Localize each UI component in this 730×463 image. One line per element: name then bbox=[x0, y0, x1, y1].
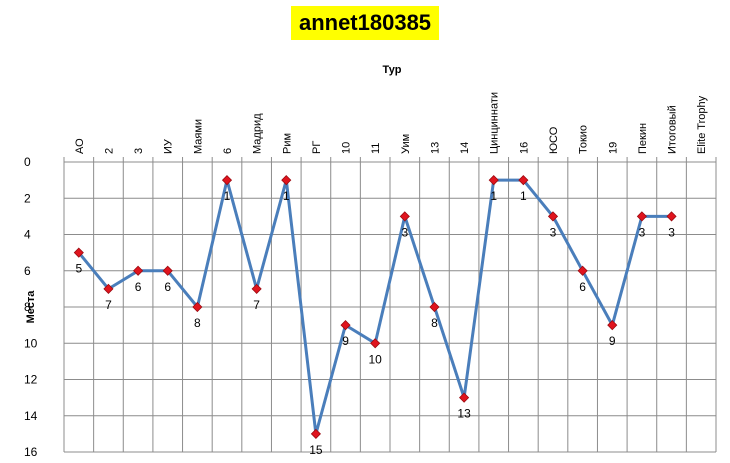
data-label: 5 bbox=[75, 262, 82, 276]
data-point bbox=[666, 211, 677, 222]
data-point bbox=[636, 211, 647, 222]
data-point bbox=[459, 392, 470, 403]
x-tick-label: 19 bbox=[607, 142, 619, 154]
x-tick-label: Маями bbox=[192, 119, 204, 154]
y-tick-label: 14 bbox=[24, 409, 38, 423]
x-tick-label: 14 bbox=[459, 142, 471, 154]
x-tick-label: Рим bbox=[281, 133, 293, 154]
data-label: 8 bbox=[431, 316, 438, 330]
data-label: 3 bbox=[550, 225, 557, 239]
y-tick-label: 4 bbox=[24, 228, 31, 242]
y-axis-label: Места bbox=[25, 290, 37, 324]
data-label: 8 bbox=[194, 316, 201, 330]
x-tick-label: 10 bbox=[341, 142, 353, 154]
data-label: 3 bbox=[668, 225, 675, 239]
data-point bbox=[547, 211, 559, 222]
x-tick-label: РГ bbox=[311, 141, 323, 154]
x-tick-label: АО bbox=[74, 138, 86, 154]
x-tick-label: Итоговый bbox=[667, 105, 679, 154]
x-tick-label: 2 bbox=[103, 148, 115, 154]
data-label: 6 bbox=[135, 280, 142, 294]
data-point bbox=[429, 301, 440, 313]
data-label: 13 bbox=[457, 407, 471, 421]
data-point bbox=[103, 283, 114, 294]
data-label: 3 bbox=[401, 225, 408, 239]
data-point bbox=[340, 320, 351, 331]
x-tick-labels: АО 2 3 ИУ Маями 6 Мадрид Рим РГ 10 11 Уим 13 14 Цинцин… bbox=[74, 92, 708, 154]
data-label: 1 bbox=[490, 189, 497, 203]
x-tick-label: 13 bbox=[429, 142, 441, 154]
x-tick-label: Токио bbox=[578, 125, 590, 154]
data-point bbox=[133, 265, 144, 276]
data-point bbox=[73, 247, 84, 258]
data-point bbox=[281, 175, 292, 186]
y-tick-labels: 0 2 4 6 8 10 12 14 16 bbox=[24, 155, 38, 459]
data-label: 9 bbox=[342, 334, 349, 348]
data-label: 1 bbox=[283, 189, 290, 203]
y-tick-label: 12 bbox=[24, 373, 38, 387]
x-tick-label: 11 bbox=[370, 143, 382, 154]
data-label: 6 bbox=[164, 280, 171, 294]
data-point bbox=[518, 175, 529, 186]
data-point bbox=[192, 301, 203, 313]
data-label: 3 bbox=[639, 225, 646, 239]
x-tick-label: Уим bbox=[400, 134, 412, 154]
x-tick-label: Мадрид bbox=[252, 113, 264, 154]
y-tick-label: 0 bbox=[24, 155, 31, 169]
data-point bbox=[399, 211, 410, 222]
data-point bbox=[577, 265, 588, 276]
x-tick-label: ЮСО bbox=[548, 126, 560, 154]
y-tick-label: 8 bbox=[24, 300, 31, 314]
x-tick-label: Elite Trophy bbox=[696, 95, 708, 154]
data-point bbox=[370, 338, 381, 349]
y-tick-label: 2 bbox=[24, 191, 31, 205]
chart-title: annet180385 bbox=[291, 6, 439, 40]
data-point bbox=[488, 175, 499, 186]
data-point bbox=[162, 265, 173, 276]
data-point bbox=[221, 175, 233, 186]
data-label: 6 bbox=[579, 280, 586, 294]
x-tick-label: Цинциннати bbox=[489, 92, 501, 154]
data-label: 1 bbox=[224, 189, 231, 203]
data-point bbox=[310, 428, 321, 439]
x-tick-label: 16 bbox=[518, 142, 530, 154]
x-tick-label: 6 bbox=[222, 148, 234, 154]
data-point bbox=[251, 283, 262, 294]
data-label: 1 bbox=[520, 189, 527, 203]
data-label: 7 bbox=[105, 298, 112, 312]
y-tick-label: 10 bbox=[24, 336, 38, 350]
x-tick-label: ИУ bbox=[163, 138, 175, 154]
x-tick-label: 3 bbox=[133, 148, 145, 154]
x-tick-label: Пекин bbox=[637, 123, 649, 154]
chart-grid bbox=[63, 157, 717, 453]
y-tick-label: 16 bbox=[24, 445, 38, 459]
data-label: 9 bbox=[609, 334, 616, 348]
x-axis-label: Тур bbox=[383, 64, 402, 76]
data-label: 15 bbox=[309, 443, 323, 457]
y-tick-label: 6 bbox=[24, 264, 31, 278]
data-point bbox=[607, 320, 618, 331]
data-label: 10 bbox=[369, 352, 383, 366]
data-label: 7 bbox=[253, 298, 260, 312]
